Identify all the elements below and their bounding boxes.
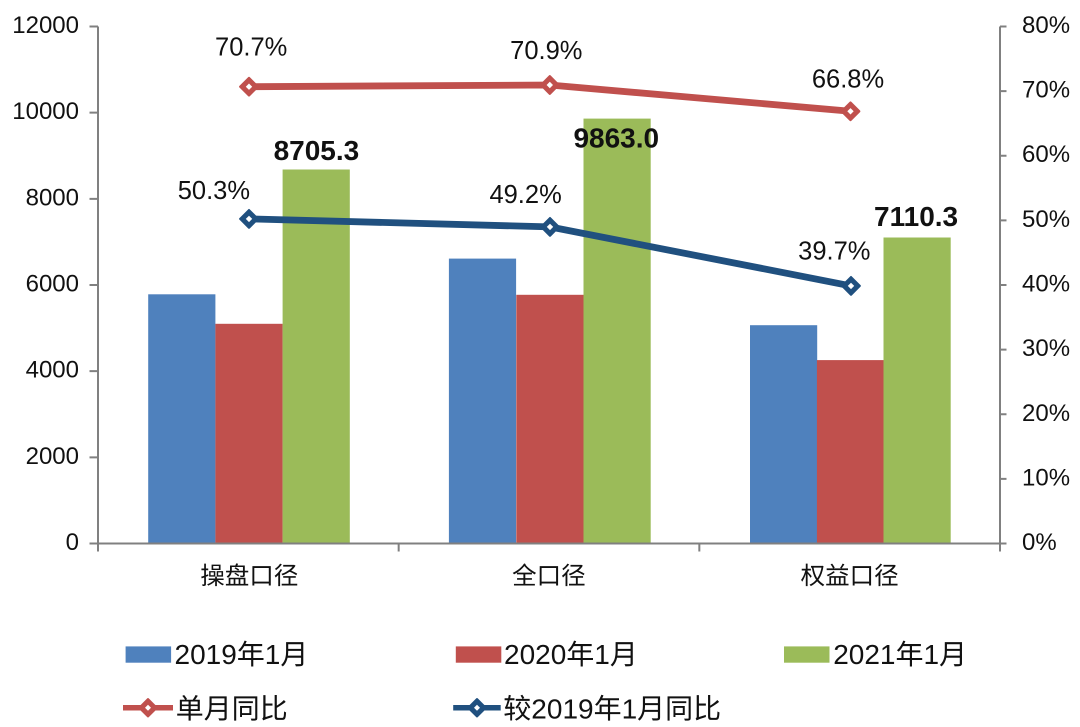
svg-text:2020: 2020 — [504, 639, 566, 670]
svg-text:0: 0 — [66, 529, 79, 556]
svg-text:70.9%: 70.9% — [510, 37, 582, 65]
svg-text:8000: 8000 — [26, 184, 79, 211]
svg-text:6000: 6000 — [26, 271, 79, 298]
svg-text:1: 1 — [622, 693, 638, 724]
svg-text:30%: 30% — [1022, 335, 1070, 362]
svg-text:8705.3: 8705.3 — [274, 135, 360, 166]
svg-text:7110.3: 7110.3 — [874, 201, 958, 232]
svg-text:2019: 2019 — [531, 693, 593, 724]
svg-text:1: 1 — [594, 639, 610, 670]
svg-text:39.7%: 39.7% — [798, 238, 870, 266]
svg-text:70.7%: 70.7% — [215, 34, 287, 62]
svg-text:50%: 50% — [1022, 206, 1070, 233]
svg-text:0%: 0% — [1022, 529, 1057, 556]
svg-text:50.3%: 50.3% — [178, 177, 250, 205]
svg-text:4000: 4000 — [26, 357, 79, 384]
svg-text:9863.0: 9863.0 — [573, 123, 659, 154]
svg-text:2019: 2019 — [175, 639, 237, 670]
svg-text:1: 1 — [924, 639, 940, 670]
svg-text:70%: 70% — [1022, 77, 1070, 104]
svg-text:10%: 10% — [1022, 464, 1070, 491]
svg-text:1: 1 — [265, 639, 281, 670]
svg-text:80%: 80% — [1022, 12, 1070, 39]
svg-text:12000: 12000 — [12, 12, 79, 39]
svg-text:2021: 2021 — [833, 639, 895, 670]
svg-text:49.2%: 49.2% — [489, 181, 561, 209]
svg-text:2000: 2000 — [26, 443, 79, 470]
svg-text:40%: 40% — [1022, 271, 1070, 298]
svg-text:60%: 60% — [1022, 141, 1070, 168]
svg-text:66.8%: 66.8% — [812, 65, 884, 93]
svg-text:10000: 10000 — [12, 98, 79, 125]
svg-text:20%: 20% — [1022, 400, 1070, 427]
